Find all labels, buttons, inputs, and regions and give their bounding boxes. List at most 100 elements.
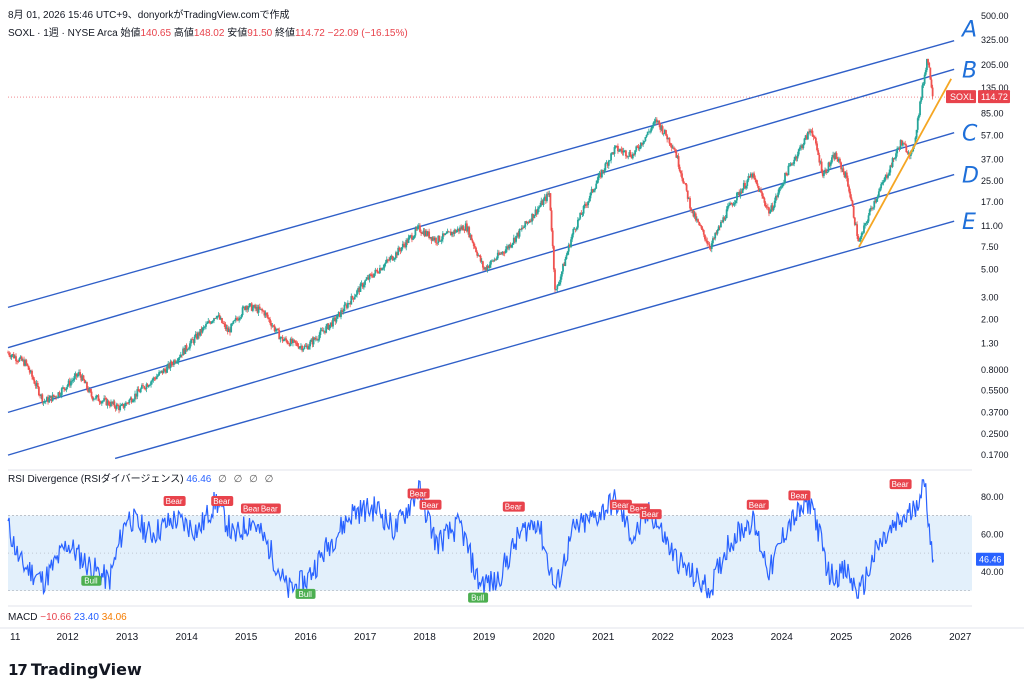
- candle-body: [281, 336, 284, 342]
- candle-body: [856, 224, 859, 236]
- header-caption: 8月 01, 2026 15:46 UTC+9、donyorkがTradingV…: [8, 10, 290, 21]
- candle-body: [379, 268, 381, 274]
- candle-body: [110, 401, 112, 407]
- candle-body: [694, 213, 697, 221]
- candle-body: [352, 297, 355, 300]
- candle-body: [465, 223, 468, 232]
- candle-body: [198, 332, 201, 336]
- candle-body: [543, 196, 546, 200]
- candle-body: [496, 252, 499, 259]
- candle-body: [828, 162, 831, 166]
- candles: [7, 58, 934, 414]
- time-tick-label: 2020: [533, 632, 556, 643]
- candle-body: [324, 330, 326, 333]
- candle-body: [651, 126, 654, 129]
- candle-body: [285, 338, 287, 341]
- trendline: [858, 78, 952, 248]
- candle-body: [9, 355, 12, 358]
- candle-body: [728, 205, 730, 206]
- candle-body: [34, 383, 37, 386]
- candle-body: [773, 200, 776, 208]
- candle-body: [549, 193, 552, 211]
- candle-body: [215, 317, 218, 319]
- change-value: −22.09 (−16.15%): [327, 28, 408, 39]
- candle-body: [756, 183, 759, 186]
- open-value: 140.65: [140, 28, 172, 39]
- candle-body: [797, 149, 800, 155]
- candle-body: [831, 157, 833, 163]
- rsi-panel-legend: RSI Divergence (RSIダイバージェンス) 46.46 ∅ ∅ ∅…: [8, 470, 273, 485]
- candle-body: [879, 188, 881, 192]
- candle-body: [395, 252, 397, 258]
- candle-body: [317, 339, 320, 341]
- candle-body: [710, 243, 713, 249]
- candle-body: [68, 380, 71, 386]
- candle-body: [134, 393, 136, 400]
- candle-body: [467, 227, 469, 232]
- candle-body: [843, 172, 846, 178]
- candle-body: [852, 205, 855, 218]
- candle-body: [342, 311, 345, 313]
- candle-body: [528, 220, 531, 223]
- candle-body: [918, 115, 920, 119]
- candle-body: [817, 150, 820, 156]
- candle-body: [338, 311, 341, 317]
- candle-body: [555, 289, 558, 291]
- candle-body: [888, 172, 891, 176]
- candle-body: [437, 235, 440, 244]
- tradingview-logo[interactable]: 17 TradingView: [8, 660, 142, 679]
- candle-body: [544, 196, 547, 201]
- bear-label-bg: [639, 509, 662, 520]
- candle-body: [766, 206, 769, 208]
- candle-body: [309, 341, 312, 347]
- candle-body: [16, 361, 19, 362]
- candle-body: [770, 205, 773, 212]
- candle-body: [264, 312, 267, 316]
- candle-body: [344, 304, 347, 306]
- time-tick-label: 11: [10, 632, 21, 643]
- candle-body: [240, 315, 243, 318]
- candle-body: [722, 217, 725, 223]
- candle-body: [206, 323, 209, 325]
- bull-label-bg: [295, 588, 316, 599]
- candle-body: [604, 163, 607, 171]
- candle-body: [473, 246, 476, 248]
- candle-body: [121, 403, 124, 406]
- candle-body: [404, 244, 406, 248]
- candle-body: [57, 392, 60, 398]
- candle-body: [808, 131, 810, 133]
- macd-title[interactable]: MACD: [8, 612, 38, 623]
- candle-body: [681, 173, 683, 179]
- candle-body: [923, 74, 926, 84]
- candle-body: [189, 343, 191, 349]
- candle-body: [279, 337, 282, 340]
- candle-body: [430, 236, 433, 241]
- candle-body: [668, 137, 671, 144]
- candle-body: [707, 243, 710, 245]
- candle-body: [557, 284, 560, 286]
- candle-body: [329, 322, 332, 325]
- symbol-text[interactable]: SOXL · 1週 · NYSE Arca: [8, 28, 118, 39]
- time-tick-label: 2016: [295, 632, 318, 643]
- candle-body: [471, 240, 474, 243]
- candle-body: [580, 212, 583, 215]
- candle-body: [351, 296, 354, 298]
- candle-body: [847, 178, 849, 187]
- candle-body: [374, 269, 377, 274]
- candle-body: [266, 314, 269, 318]
- candle-body: [907, 152, 910, 154]
- candle-body: [573, 228, 576, 230]
- candle-body: [203, 326, 206, 328]
- candle-body: [468, 227, 471, 238]
- candle-body: [520, 227, 523, 230]
- candle-body: [745, 185, 748, 189]
- candle-body: [257, 306, 260, 313]
- rsi-title[interactable]: RSI Divergence (RSIダイバージェンス): [8, 474, 184, 485]
- candle-body: [566, 251, 569, 256]
- candle-body: [289, 338, 292, 346]
- bear-label: Bear: [243, 505, 260, 514]
- candle-body: [136, 389, 139, 397]
- candle-body: [154, 378, 157, 380]
- candle-body: [742, 183, 745, 189]
